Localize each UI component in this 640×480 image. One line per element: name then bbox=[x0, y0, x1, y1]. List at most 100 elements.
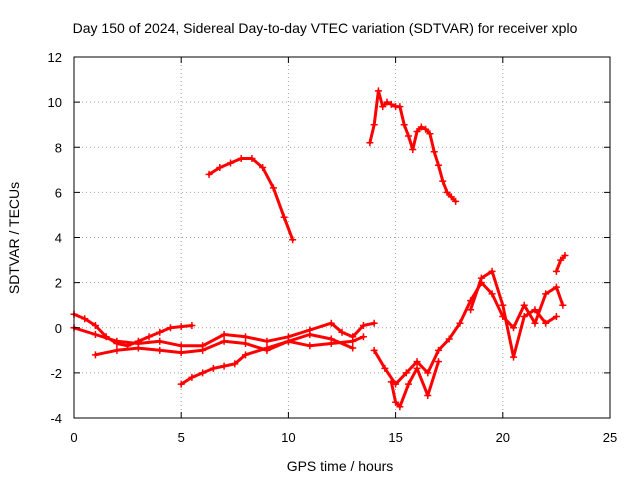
data-point bbox=[327, 340, 335, 348]
data-point bbox=[434, 161, 442, 169]
x-tick-label: 10 bbox=[281, 430, 295, 445]
data-point bbox=[188, 373, 196, 381]
data-point bbox=[81, 315, 89, 323]
data-point bbox=[199, 369, 207, 377]
x-tick-label: 25 bbox=[603, 430, 617, 445]
data-point bbox=[379, 103, 387, 111]
data-point bbox=[306, 342, 314, 350]
data-point bbox=[338, 328, 346, 336]
y-tick-label: 10 bbox=[48, 95, 62, 110]
data-point bbox=[426, 130, 434, 138]
data-point bbox=[349, 344, 357, 352]
data-point bbox=[467, 306, 475, 314]
x-tick-label: 0 bbox=[70, 430, 77, 445]
data-point bbox=[359, 333, 367, 341]
data-point bbox=[561, 252, 569, 260]
data-point bbox=[205, 170, 213, 178]
data-point bbox=[531, 306, 539, 314]
data-point bbox=[542, 319, 550, 327]
data-point bbox=[242, 333, 250, 341]
data-point bbox=[510, 353, 518, 361]
data-point bbox=[259, 164, 267, 172]
data-point bbox=[434, 358, 442, 366]
series-arc-5 bbox=[205, 155, 297, 244]
y-tick-label: -4 bbox=[50, 411, 62, 426]
y-tick-label: 2 bbox=[55, 276, 62, 291]
data-point bbox=[280, 213, 288, 221]
data-point bbox=[156, 337, 164, 345]
data-point bbox=[552, 312, 560, 320]
data-point bbox=[327, 319, 335, 327]
series-arc-6 bbox=[366, 87, 460, 205]
data-point bbox=[413, 358, 421, 366]
data-point bbox=[404, 132, 412, 140]
y-tick-label: 0 bbox=[55, 321, 62, 336]
data-point bbox=[559, 301, 567, 309]
y-axis-label: SDTVAR / TECUs bbox=[6, 182, 22, 294]
data-point bbox=[177, 323, 185, 331]
data-point bbox=[370, 121, 378, 129]
data-point bbox=[242, 351, 250, 359]
data-point bbox=[413, 364, 421, 372]
data-point bbox=[443, 188, 451, 196]
data-point bbox=[499, 301, 507, 309]
data-point bbox=[359, 321, 367, 329]
data-point bbox=[370, 319, 378, 327]
data-point bbox=[542, 290, 550, 298]
data-point bbox=[424, 391, 432, 399]
data-point bbox=[220, 362, 228, 370]
data-point bbox=[156, 328, 164, 336]
y-tick-label: 8 bbox=[55, 140, 62, 155]
data-point bbox=[520, 301, 528, 309]
data-point bbox=[387, 378, 395, 386]
data-point bbox=[177, 380, 185, 388]
data-point bbox=[434, 346, 442, 354]
series-layer bbox=[70, 87, 569, 411]
data-point bbox=[400, 121, 408, 129]
chart-title: Day 150 of 2024, Sidereal Day-to-day VTE… bbox=[73, 20, 578, 36]
tick-layer: 0 5 10 15 20 25 -4 -2 0 2 4 6 8 10 12 bbox=[48, 50, 618, 445]
data-point bbox=[91, 351, 99, 359]
data-point bbox=[413, 127, 421, 135]
data-point bbox=[396, 103, 404, 111]
grid-layer bbox=[74, 57, 610, 418]
data-point bbox=[447, 193, 455, 201]
data-point bbox=[520, 312, 528, 320]
data-point bbox=[383, 98, 391, 106]
data-point bbox=[227, 159, 235, 167]
x-tick-label: 15 bbox=[388, 430, 402, 445]
data-point bbox=[439, 177, 447, 185]
data-point bbox=[216, 164, 224, 172]
data-point bbox=[220, 337, 228, 345]
data-point bbox=[242, 340, 250, 348]
data-point bbox=[188, 321, 196, 329]
data-point bbox=[374, 87, 382, 95]
data-point bbox=[422, 125, 430, 133]
x-axis-label: GPS time / hours bbox=[287, 458, 394, 474]
x-tick-label: 5 bbox=[178, 430, 185, 445]
y-tick-label: 4 bbox=[55, 231, 62, 246]
data-point bbox=[417, 123, 425, 131]
data-point bbox=[381, 364, 389, 372]
data-point bbox=[402, 369, 410, 377]
data-point bbox=[488, 290, 496, 298]
data-point bbox=[430, 148, 438, 156]
series-arc-10 bbox=[552, 252, 569, 275]
data-point bbox=[456, 319, 464, 327]
series-arc-2 bbox=[70, 319, 378, 350]
data-point bbox=[248, 155, 256, 163]
series-arc-9 bbox=[467, 267, 560, 361]
data-point bbox=[237, 155, 245, 163]
data-point bbox=[145, 333, 153, 341]
x-tick-label: 20 bbox=[496, 430, 510, 445]
data-point bbox=[284, 337, 292, 345]
data-point bbox=[477, 274, 485, 282]
data-point bbox=[552, 267, 560, 275]
data-point bbox=[370, 346, 378, 354]
data-point bbox=[409, 146, 417, 154]
data-point bbox=[199, 346, 207, 354]
data-point bbox=[263, 337, 271, 345]
